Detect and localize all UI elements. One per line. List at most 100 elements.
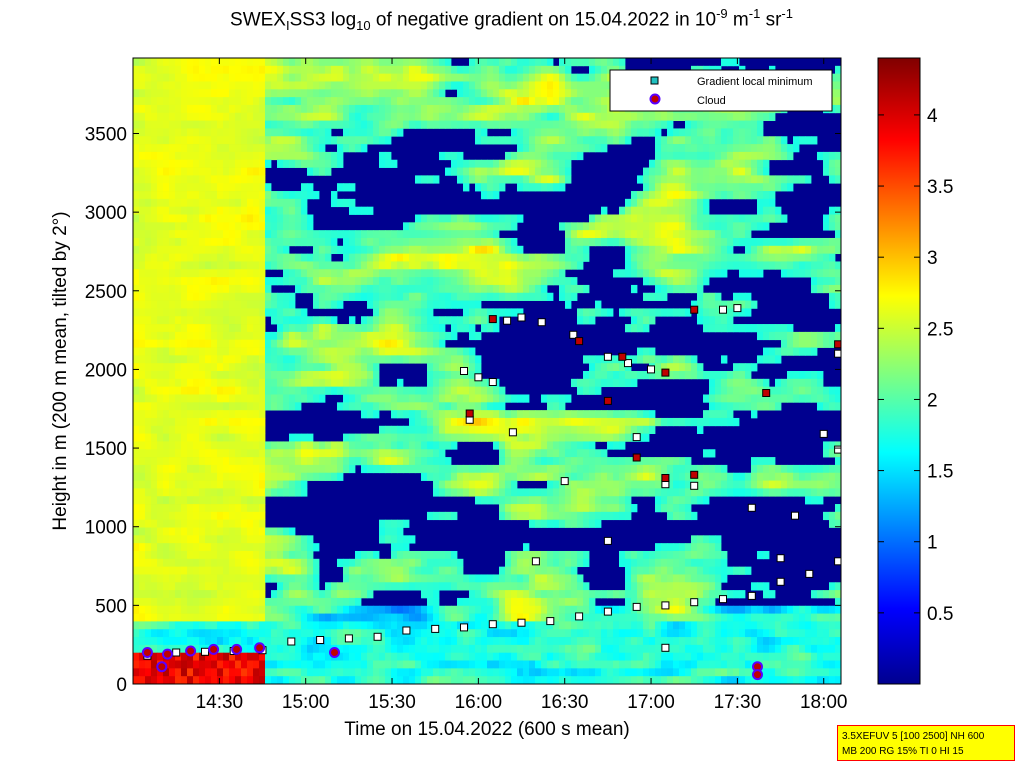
heat-cell [325,81,332,90]
heat-cell [769,214,776,223]
heat-cell [379,394,386,403]
heat-cell [223,339,230,348]
heat-cell [205,378,212,388]
heat-cell [619,417,626,427]
heat-cell [727,237,734,247]
heat-cell [541,58,548,67]
heat-cell [421,410,428,419]
heat-cell [463,433,470,442]
heat-cell [319,269,326,278]
heat-cell [577,425,584,434]
heat-cell [301,308,308,317]
heat-cell [139,417,146,427]
heat-cell [475,425,482,434]
heat-cell [415,308,422,317]
heat-cell [433,480,440,489]
heat-cell [481,433,488,442]
heat-cell [259,457,266,466]
heat-cell [565,292,572,301]
heat-cell [271,65,278,75]
heat-cell [691,222,698,231]
heat-cell [349,261,356,270]
heat-cell [781,269,788,278]
heat-cell [655,277,662,286]
heat-cell [733,386,740,395]
heat-cell [619,112,626,121]
heat-cell [193,183,200,192]
heat-cell [481,496,488,505]
heat-cell [361,104,368,114]
heat-cell [727,472,734,481]
heat-cell [643,292,650,301]
heat-cell [133,167,140,176]
heat-cell [667,237,674,247]
heat-cell [541,394,548,403]
heat-cell [229,300,236,309]
heat-cell [595,65,602,75]
heat-cell [715,245,722,255]
heat-cell [217,441,224,450]
heat-cell [577,308,584,317]
heat-cell [781,394,788,403]
heat-cell [205,269,212,278]
heat-cell [781,151,788,161]
heat-cell [313,277,320,286]
heat-cell [709,214,716,223]
heat-cell [415,89,422,98]
heat-cell [427,324,434,333]
heat-cell [139,386,146,395]
heat-cell [835,261,841,270]
heat-cell [475,222,482,231]
heat-cell [187,183,194,192]
heat-cell [157,73,164,82]
heat-cell [649,472,656,481]
heat-cell [499,441,506,450]
heat-cell [235,292,242,301]
heat-cell [457,237,464,247]
heat-cell [211,284,218,294]
heat-cell [205,253,212,262]
heat-cell [193,198,200,208]
heat-cell [145,425,152,434]
heat-cell [613,511,620,521]
heat-cell [445,261,452,270]
heat-cell [571,89,578,98]
heat-cell [643,128,650,137]
heat-cell [241,300,248,309]
heat-cell [667,175,674,184]
heat-cell [679,167,686,176]
heat-cell [487,175,494,184]
heat-cell [715,394,722,403]
heat-cell [811,253,818,262]
heat-cell [487,214,494,223]
heat-cell [487,97,494,106]
heat-cell [175,480,182,489]
heat-cell [397,292,404,301]
heat-cell [139,339,146,348]
heat-cell [301,480,308,489]
heat-cell [667,472,674,481]
heat-cell [541,464,548,474]
heat-cell [181,277,188,286]
heat-cell [727,222,734,231]
heat-cell [223,284,230,294]
heat-cell [271,488,278,497]
heat-cell [601,65,608,75]
heat-cell [445,112,452,121]
heat-cell [499,237,506,247]
heat-cell [295,339,302,348]
heat-cell [487,269,494,278]
heat-cell [721,183,728,192]
heat-cell [211,214,218,223]
heat-cell [325,65,332,75]
heat-cell [499,261,506,270]
heat-cell [223,120,230,129]
heat-cell [229,58,236,67]
heat-cell [283,128,290,137]
heat-cell [199,394,206,403]
heat-cell [835,394,841,403]
heat-cell [475,183,482,192]
heat-cell [157,425,164,434]
heat-cell [181,347,188,356]
heat-cell [655,253,662,262]
